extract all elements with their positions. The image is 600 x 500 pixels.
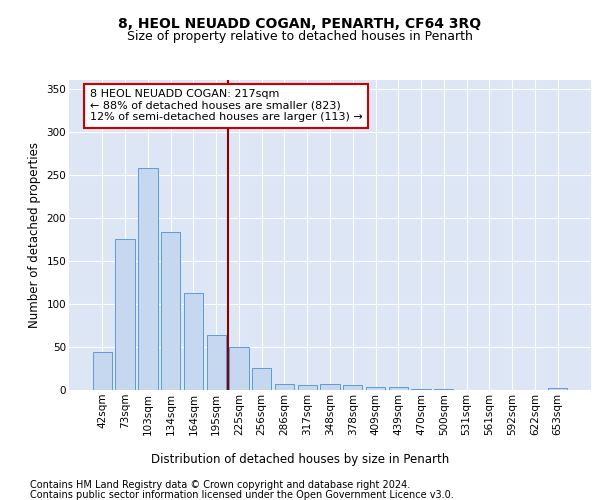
Bar bbox=[298, 385, 317, 390]
Text: Size of property relative to detached houses in Penarth: Size of property relative to detached ho… bbox=[127, 30, 473, 43]
Bar bbox=[229, 347, 248, 390]
Bar bbox=[320, 384, 340, 390]
Text: Contains HM Land Registry data © Crown copyright and database right 2024.: Contains HM Land Registry data © Crown c… bbox=[30, 480, 410, 490]
Bar bbox=[548, 388, 567, 390]
Bar bbox=[93, 352, 112, 390]
Bar bbox=[434, 389, 454, 390]
Bar bbox=[252, 368, 271, 390]
Bar bbox=[412, 389, 431, 390]
Text: 8 HEOL NEUADD COGAN: 217sqm
← 88% of detached houses are smaller (823)
12% of se: 8 HEOL NEUADD COGAN: 217sqm ← 88% of det… bbox=[90, 90, 362, 122]
Bar bbox=[138, 168, 158, 390]
Bar bbox=[206, 335, 226, 390]
Bar bbox=[161, 232, 181, 390]
Bar bbox=[184, 292, 203, 390]
Y-axis label: Number of detached properties: Number of detached properties bbox=[28, 142, 41, 328]
Bar bbox=[343, 385, 362, 390]
Bar bbox=[389, 388, 408, 390]
Bar bbox=[115, 240, 135, 390]
Text: Distribution of detached houses by size in Penarth: Distribution of detached houses by size … bbox=[151, 452, 449, 466]
Text: 8, HEOL NEUADD COGAN, PENARTH, CF64 3RQ: 8, HEOL NEUADD COGAN, PENARTH, CF64 3RQ bbox=[118, 18, 482, 32]
Text: Contains public sector information licensed under the Open Government Licence v3: Contains public sector information licen… bbox=[30, 490, 454, 500]
Bar bbox=[366, 386, 385, 390]
Bar bbox=[275, 384, 294, 390]
